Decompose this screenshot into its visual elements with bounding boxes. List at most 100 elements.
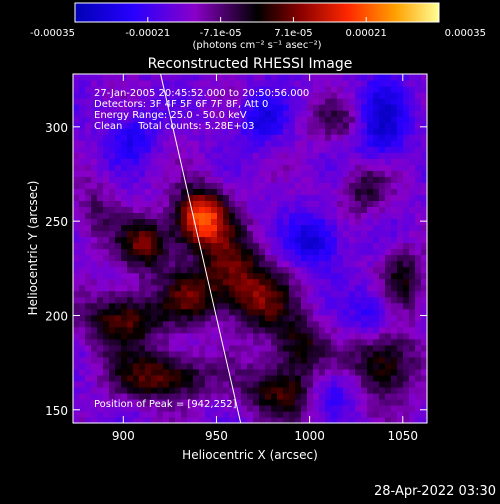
heatmap-cell (73, 260, 80, 268)
heatmap-cell (301, 170, 308, 177)
heatmap-cell (97, 290, 104, 298)
heatmap-cell (277, 134, 284, 141)
heatmap-cell (355, 194, 362, 201)
heatmap-cell (337, 278, 344, 286)
heatmap-cell (265, 140, 272, 147)
heatmap-cell (97, 302, 104, 310)
heatmap-cell (277, 212, 284, 220)
heatmap-cell (415, 332, 422, 340)
heatmap-cell (133, 74, 140, 81)
heatmap-cell (229, 110, 236, 117)
heatmap-cell (121, 380, 128, 388)
heatmap-cell (283, 164, 290, 171)
heatmap-cell (253, 260, 260, 268)
heatmap-cell (85, 356, 92, 364)
heatmap-cell (145, 74, 152, 81)
heatmap-cell (265, 404, 272, 412)
heatmap-cell (361, 260, 368, 268)
heatmap-cell (379, 242, 386, 250)
heatmap-cell (193, 74, 200, 81)
heatmap-cell (73, 416, 80, 424)
heatmap-cell (379, 404, 386, 412)
heatmap-cell (235, 134, 242, 141)
heatmap-cell (271, 272, 278, 280)
heatmap-cell (397, 254, 404, 262)
heatmap-cell (349, 398, 356, 406)
heatmap-cell (295, 236, 302, 244)
heatmap-cell (85, 404, 92, 412)
heatmap-cell (265, 164, 272, 171)
heatmap-cell (133, 284, 140, 292)
heatmap-cell (211, 104, 218, 111)
heatmap-cell (205, 416, 212, 424)
heatmap-cell (331, 80, 338, 87)
heatmap-cell (343, 332, 350, 340)
heatmap-cell (187, 278, 194, 286)
heatmap-cell (121, 308, 128, 316)
heatmap-cell (187, 404, 194, 412)
heatmap-cell (163, 128, 170, 135)
heatmap-cell (163, 314, 170, 322)
heatmap-cell (91, 302, 98, 310)
heatmap-cell (379, 302, 386, 310)
heatmap-cell (127, 254, 134, 262)
heatmap-cell (271, 104, 278, 111)
heatmap-cell (103, 110, 110, 117)
heatmap-cell (187, 326, 194, 334)
heatmap-cell (91, 230, 98, 238)
heatmap-cell (175, 356, 182, 364)
heatmap-cell (283, 128, 290, 135)
heatmap-cell (241, 194, 248, 201)
heatmap-cell (397, 350, 404, 358)
heatmap-cell (289, 392, 296, 400)
heatmap-cell (325, 302, 332, 310)
heatmap-cell (343, 416, 350, 424)
heatmap-cell (385, 278, 392, 286)
heatmap-cell (151, 308, 158, 316)
heatmap-cell (271, 218, 278, 226)
heatmap-cell (193, 404, 200, 412)
heatmap-cell (307, 224, 314, 232)
heatmap-cell (187, 188, 194, 195)
heatmap-cell (307, 308, 314, 316)
heatmap-cell (301, 188, 308, 195)
heatmap-cell (289, 284, 296, 292)
heatmap-cell (223, 314, 230, 322)
heatmap-cell (409, 272, 416, 280)
heatmap-cell (163, 134, 170, 141)
heatmap-cell (139, 170, 146, 177)
heatmap-cell (385, 104, 392, 111)
heatmap-cell (313, 332, 320, 340)
heatmap-cell (403, 290, 410, 298)
heatmap-cell (409, 374, 416, 382)
heatmap-cell (91, 368, 98, 376)
heatmap-cell (325, 338, 332, 346)
heatmap-cell (307, 416, 314, 424)
heatmap-cell (127, 152, 134, 159)
heatmap-cell (397, 164, 404, 171)
heatmap-cell (127, 224, 134, 232)
heatmap-cell (253, 320, 260, 328)
heatmap-cell (79, 254, 86, 262)
heatmap-cell (373, 326, 380, 334)
heatmap-cell (409, 278, 416, 286)
heatmap-cell (169, 266, 176, 274)
heatmap-cell (187, 116, 194, 123)
heatmap-cell (181, 128, 188, 135)
heatmap-cell (391, 302, 398, 310)
heatmap-cell (325, 356, 332, 364)
heatmap-cell (151, 200, 158, 207)
heatmap-cell (421, 92, 428, 99)
heatmap-cell (415, 416, 422, 424)
heatmap-cell (85, 326, 92, 334)
heatmap-cell (325, 164, 332, 171)
heatmap-cell (217, 200, 224, 207)
heatmap-cell (415, 278, 422, 286)
heatmap-cell (277, 146, 284, 153)
heatmap-cell (385, 308, 392, 316)
heatmap-cell (241, 170, 248, 177)
heatmap-cell (115, 128, 122, 135)
heatmap-cell (181, 374, 188, 382)
heatmap-cell (355, 140, 362, 147)
heatmap-cell (289, 74, 296, 81)
